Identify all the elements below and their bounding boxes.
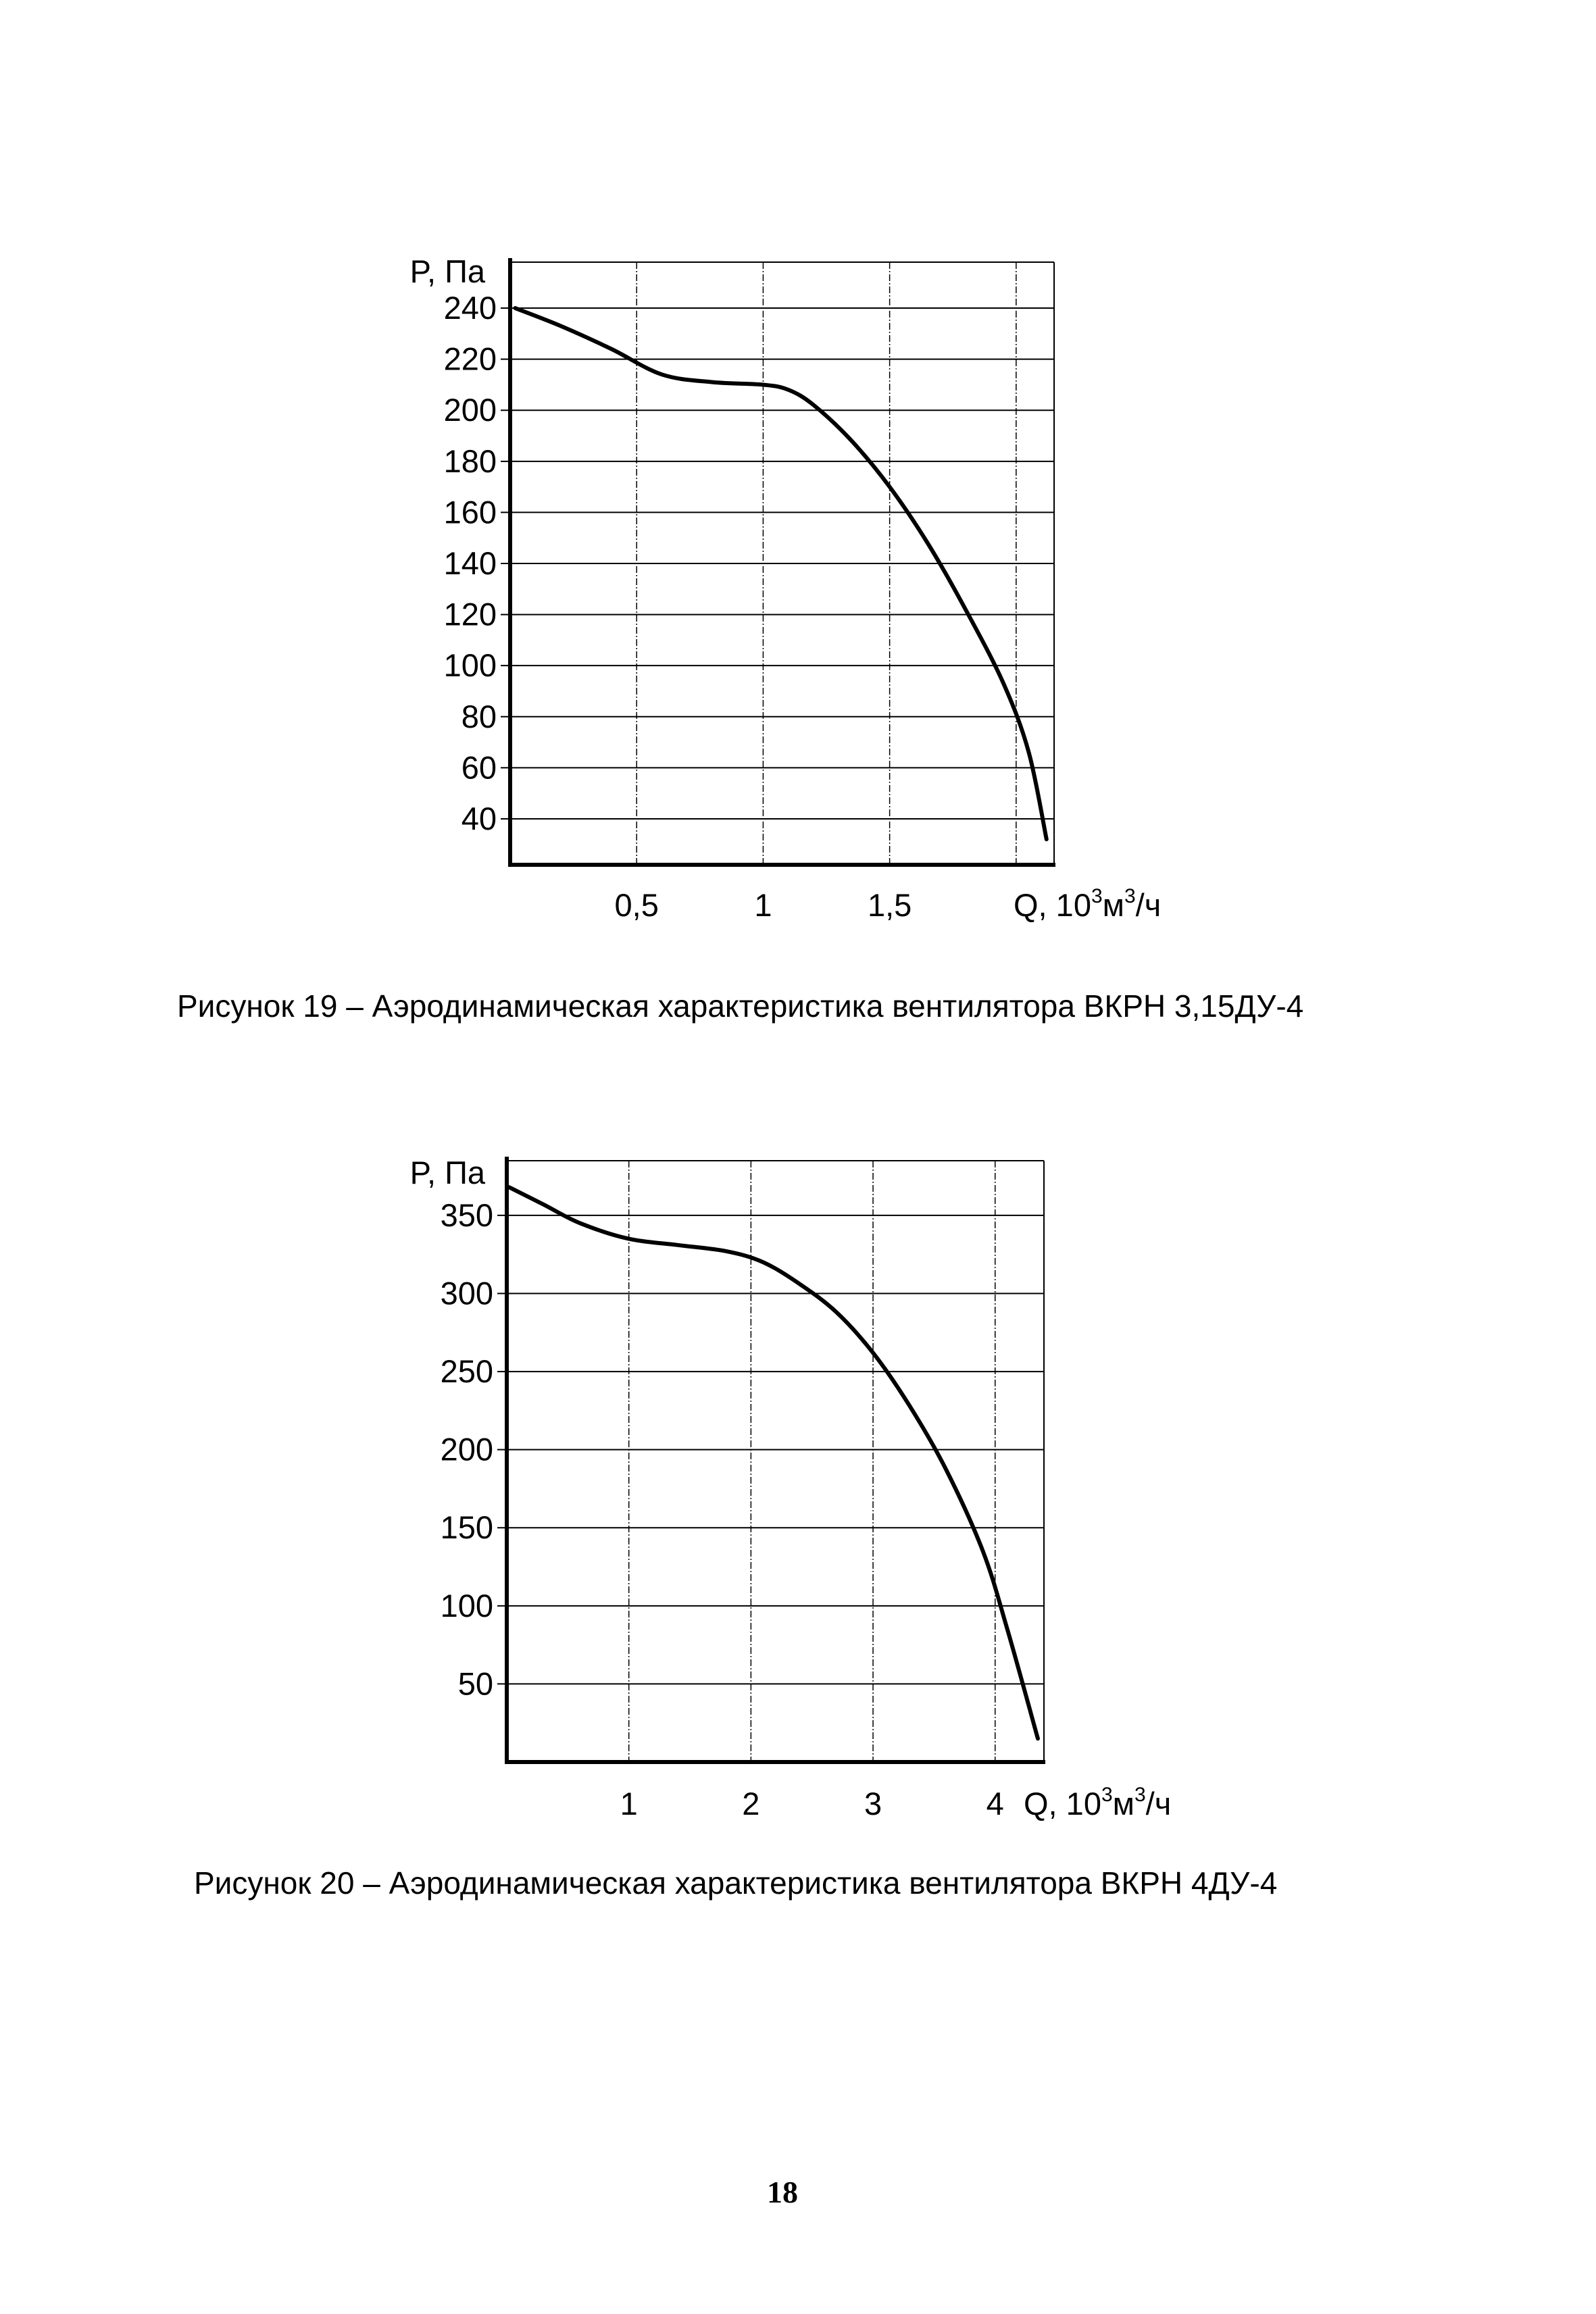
y-tick-label: 200 [444,392,497,428]
chart-fan-vkrn-4du4: 50 100 150 200 250 300 350 1 2 3 4 P, Па Q, 103м3/ч [410,1155,1172,1821]
y-tick-label: 100 [444,647,497,683]
y-tick-label: 350 [441,1197,493,1233]
x-tick-label: 2 [742,1786,759,1821]
y-tick-label: 140 [444,545,497,581]
y-tick-label: 40 [462,801,497,836]
x-tick-label: 1 [754,887,772,923]
x-tick-label: 0,5 [615,887,659,923]
y-tick-label: 250 [441,1353,493,1389]
y-tick-label: 180 [444,443,497,479]
x-tick-label: 4 [987,1786,1004,1821]
y-tick-label: 160 [444,494,497,530]
chart-fan-vkrn-315du4: 40 60 80 100 120 140 160 180 200 220 240 0,5 1 1,5 P, … [410,253,1162,923]
figure-19-caption: Рисунок 19 – Аэродинамическая характерис… [177,988,1304,1024]
page-number: 18 [767,2175,798,2209]
figure-20-caption: Рисунок 20 – Аэродинамическая характерис… [194,1865,1278,1901]
y-tick-label: 220 [444,341,497,377]
x-tick-label: 1 [620,1786,638,1821]
series-line [507,1185,1040,1741]
y-axis-title: P, Па [410,253,486,289]
y-tick-label: 50 [458,1665,493,1701]
x-tick-label: 3 [864,1786,882,1821]
x-tick-label: 1,5 [868,887,912,923]
series-line [513,306,1049,842]
y-tick-label: 150 [441,1509,493,1545]
y-axis-title: P, Па [410,1155,486,1190]
y-tick-label: 80 [462,699,497,734]
y-tick-label: 240 [444,290,497,326]
y-tick-label: 60 [462,749,497,785]
y-tick-label: 120 [444,597,497,632]
y-tick-label: 300 [441,1275,493,1311]
y-tick-label: 200 [441,1432,493,1467]
y-tick-label: 100 [441,1588,493,1624]
x-axis-title: Q, 103м3/ч [1014,885,1161,923]
x-axis-title: Q, 103м3/ч [1024,1784,1171,1821]
